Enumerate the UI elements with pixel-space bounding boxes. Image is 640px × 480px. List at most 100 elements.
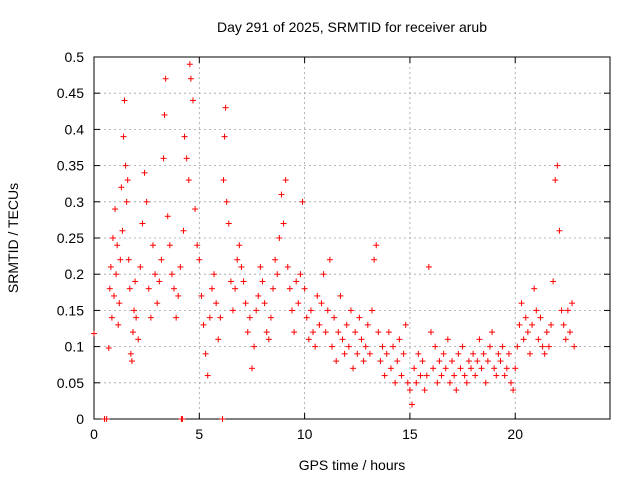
data-point xyxy=(508,379,515,386)
data-point xyxy=(137,263,144,270)
data-point xyxy=(345,343,352,350)
data-point xyxy=(297,271,304,278)
data-point xyxy=(192,206,199,213)
data-point xyxy=(499,343,506,350)
data-point xyxy=(259,278,266,285)
data-point xyxy=(117,256,124,263)
data-point xyxy=(385,329,392,336)
data-point xyxy=(131,307,138,314)
data-point xyxy=(533,307,540,314)
data-point xyxy=(158,256,165,263)
y-tick-label: 0.25 xyxy=(57,230,84,246)
data-point xyxy=(141,169,148,176)
data-point xyxy=(545,343,552,350)
data-point xyxy=(442,365,449,372)
data-point xyxy=(373,242,380,249)
data-point xyxy=(152,271,159,278)
data-point xyxy=(535,336,542,343)
data-point xyxy=(564,307,571,314)
plot-frame xyxy=(93,56,611,420)
data-point xyxy=(108,314,115,321)
data-point xyxy=(434,379,441,386)
data-point xyxy=(272,256,279,263)
data-point xyxy=(310,329,317,336)
axis-ticks: 0 0.05 0.1 0.15 0.2 0.25 0.3 0.35 0.4 0.45 0.5 0 5 10… xyxy=(57,49,610,442)
chart-title: Day 291 of 2025, SRMTID for receiver aru… xyxy=(217,19,487,35)
data-point xyxy=(406,387,413,394)
data-point xyxy=(430,365,437,372)
data-point xyxy=(274,271,281,278)
data-point xyxy=(198,292,205,299)
data-point xyxy=(392,379,399,386)
data-point xyxy=(324,307,331,314)
data-point xyxy=(356,314,363,321)
data-point xyxy=(129,329,136,336)
data-point xyxy=(571,343,578,350)
data-point xyxy=(251,343,258,350)
data-point xyxy=(242,300,249,307)
data-point xyxy=(440,350,447,357)
data-point xyxy=(341,350,348,357)
data-point xyxy=(119,227,126,234)
data-point xyxy=(526,350,533,357)
data-point xyxy=(257,263,264,270)
data-point xyxy=(463,379,470,386)
data-point xyxy=(358,336,365,343)
data-point xyxy=(288,307,295,314)
data-point xyxy=(438,372,445,379)
data-point xyxy=(227,278,234,285)
data-point xyxy=(480,350,487,357)
data-point xyxy=(531,285,538,292)
data-point xyxy=(107,263,114,270)
data-point xyxy=(518,300,525,307)
data-point xyxy=(263,329,270,336)
data-point xyxy=(411,365,418,372)
data-point xyxy=(114,242,121,249)
data-point xyxy=(541,350,548,357)
data-point xyxy=(270,285,277,292)
data-point xyxy=(208,285,215,292)
data-point xyxy=(484,358,491,365)
data-point xyxy=(503,365,510,372)
data-point xyxy=(164,213,171,220)
x-tick-label: 20 xyxy=(507,426,523,442)
data-point xyxy=(522,314,529,321)
data-point xyxy=(514,343,521,350)
data-point xyxy=(489,329,496,336)
data-point xyxy=(371,256,378,263)
data-point xyxy=(326,256,333,263)
data-point xyxy=(244,329,251,336)
data-point xyxy=(331,314,338,321)
data-point xyxy=(161,111,168,118)
data-point xyxy=(133,314,140,321)
data-point xyxy=(106,285,113,292)
data-point xyxy=(343,321,350,328)
data-point xyxy=(180,227,187,234)
data-point xyxy=(548,321,555,328)
data-point xyxy=(512,365,519,372)
data-point xyxy=(135,336,142,343)
data-point xyxy=(550,278,557,285)
data-point xyxy=(387,365,394,372)
data-point xyxy=(560,321,567,328)
data-point xyxy=(246,314,253,321)
data-point xyxy=(196,256,203,263)
data-point xyxy=(206,314,213,321)
data-point xyxy=(425,263,432,270)
data-point xyxy=(474,358,481,365)
data-point xyxy=(261,300,268,307)
data-point xyxy=(516,321,523,328)
data-point xyxy=(120,133,127,140)
data-point xyxy=(493,372,500,379)
data-point xyxy=(379,343,386,350)
data-point xyxy=(112,206,119,213)
data-point xyxy=(121,97,128,104)
data-point xyxy=(185,177,192,184)
data-point xyxy=(116,300,123,307)
data-point xyxy=(219,416,226,422)
data-point xyxy=(143,198,150,205)
data-point xyxy=(149,242,156,249)
y-tick-label: 0.2 xyxy=(65,266,85,282)
data-point xyxy=(179,416,186,422)
data-point xyxy=(154,300,161,307)
